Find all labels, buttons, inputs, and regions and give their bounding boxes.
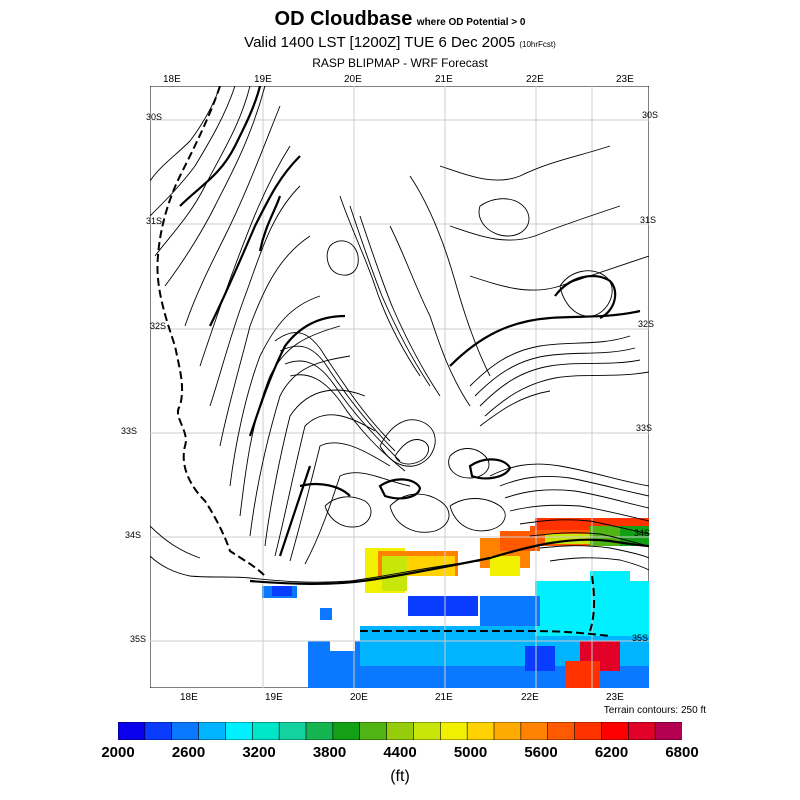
lat-left-32s: 32S	[150, 321, 167, 331]
lat-left-30s: 30S	[146, 112, 163, 122]
terrain-contour-note: Terrain contours: 250 ft	[603, 705, 706, 716]
lon-bottom-19e: 19E	[265, 692, 283, 703]
lon-top-21e: 21E	[435, 74, 453, 85]
lon-top-20e: 20E	[344, 74, 362, 85]
colorbar-swatch	[547, 722, 576, 740]
colorbar-tick-label: 5000	[453, 744, 488, 761]
colorbar-swatch	[332, 722, 361, 740]
lat-right-35s: 35S	[632, 633, 649, 643]
lat-lon-grid	[150, 86, 649, 688]
lon-bottom-20e: 20E	[350, 692, 368, 703]
lon-bottom-18e: 18E	[180, 692, 198, 703]
colorbar-swatch	[198, 722, 227, 740]
map-panel	[150, 86, 649, 688]
lon-top-22e: 22E	[526, 74, 544, 85]
colorbar-swatch	[574, 722, 603, 740]
colorbar-swatch	[386, 722, 415, 740]
colorbar	[118, 722, 682, 740]
lat-left-35s: 35S	[130, 634, 147, 644]
colorbar-swatch	[520, 722, 549, 740]
lon-top-23e: 23E	[616, 74, 634, 85]
lat-right-33s: 33S	[636, 423, 653, 433]
title-main: OD Cloudbase	[274, 8, 413, 30]
lat-left-34s: 34S	[125, 530, 142, 540]
lon-top-19e: 19E	[254, 74, 272, 85]
forecast-hours: (10hrFcst)	[519, 40, 556, 49]
colorbar-tick-label: 3800	[312, 744, 347, 761]
colorbar-tick-label: 5600	[524, 744, 558, 761]
colorbar-swatch	[305, 722, 334, 740]
colorbar-unit: (ft)	[390, 768, 410, 785]
lon-bottom-21e: 21E	[435, 692, 453, 703]
lon-top-18e: 18E	[163, 74, 181, 85]
lat-right-30s: 30S	[642, 110, 659, 120]
colorbar-swatch	[466, 722, 495, 740]
coastline	[156, 86, 611, 637]
colorbar-swatch	[251, 722, 280, 740]
colorbar-tick-label: 2000	[101, 744, 135, 761]
colorbar-tick-label: 4400	[383, 744, 417, 761]
colorbar-tick-label: 2600	[171, 744, 206, 761]
colorbar-tick-label: 3200	[242, 744, 276, 761]
lat-left-33s: 33S	[121, 426, 138, 436]
colorbar-swatch	[171, 722, 200, 740]
lon-bottom-22e: 22E	[521, 692, 539, 703]
lat-left-31s: 31S	[146, 216, 163, 226]
colorbar-swatch	[654, 722, 682, 740]
colorbar-tick-label: 6200	[594, 744, 629, 761]
colorbar-swatch	[278, 722, 307, 740]
colorbar-swatch	[439, 722, 468, 740]
lat-right-32s: 32S	[638, 319, 655, 329]
colorbar-swatch	[627, 722, 656, 740]
colorbar-swatch	[493, 722, 522, 740]
colorbar-tick-label: 6800	[665, 744, 699, 761]
colorbar-swatch	[144, 722, 173, 740]
lat-right-34s: 34S	[634, 528, 651, 538]
colorbar-swatch	[413, 722, 442, 740]
lon-bottom-23e: 23E	[606, 692, 624, 703]
colorbar-swatch	[118, 722, 146, 740]
chart-title: OD Cloudbase where OD Potential > 0	[0, 8, 800, 31]
valid-time: Valid 1400 LST [1200Z] TUE 6 Dec 2005	[244, 34, 516, 51]
valid-time-line: Valid 1400 LST [1200Z] TUE 6 Dec 2005 (1…	[0, 34, 800, 51]
colorbar-swatch	[225, 722, 254, 740]
thick-terrain-contours	[179, 86, 649, 585]
lat-right-31s: 31S	[640, 215, 657, 225]
colorbar-swatch	[359, 722, 388, 740]
colorbar-swatch	[601, 722, 630, 740]
title-qualifier: where OD Potential > 0	[416, 17, 526, 28]
subtitle: RASP BLIPMAP - WRF Forecast	[312, 56, 488, 70]
